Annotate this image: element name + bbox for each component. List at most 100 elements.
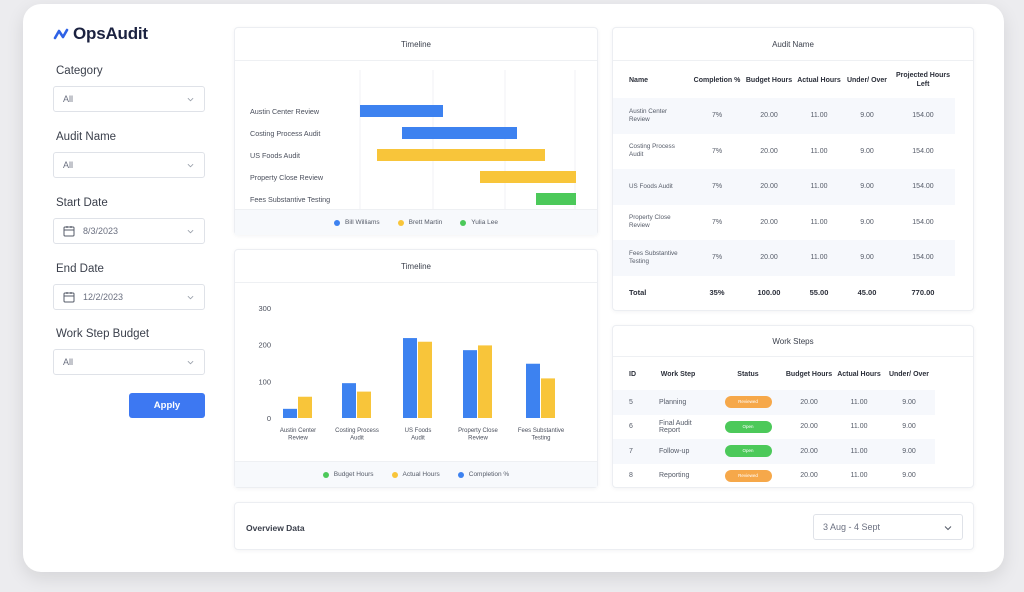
column-header-under-over[interactable]: Under/ Over — [888, 370, 930, 378]
legend-label: Actual Hours — [402, 471, 440, 478]
audit-table-card: Audit Name Name Completion % Budget Hours A… — [612, 27, 974, 311]
column-header-projected-hours-left[interactable]: Projected Hours Left — [895, 72, 951, 88]
table-row[interactable]: Fees Substantive Testing 7% 20.00 11.00 9.00… — [613, 240, 955, 276]
cell-projected-hours-left: 154.00 — [912, 254, 934, 262]
start-date-label: Start Date — [56, 197, 108, 209]
bar-completion-austin-center-review — [283, 408, 297, 418]
chevron-down-icon — [187, 229, 194, 234]
work-step-row[interactable]: 5 Planning Reviewed 20.00 11.00 9.00 — [613, 390, 935, 415]
table-row[interactable]: US Foods Audit 7% 20.00 11.00 9.00 154.00 — [613, 169, 955, 205]
work-step-cell: Follow-up — [659, 447, 690, 455]
column-header-budget-hours[interactable]: Budget Hours — [785, 370, 833, 378]
audit-table-title: Audit Name — [613, 28, 973, 61]
gantt-bar-property-close-review — [480, 171, 576, 183]
column-header-completion[interactable]: Completion % — [693, 76, 741, 84]
cell-budget-hours: 20.00 — [760, 147, 778, 155]
chevron-down-icon — [187, 360, 194, 365]
work-step-row[interactable]: 7 Follow-up Open 20.00 11.00 9.00 — [613, 439, 935, 464]
audit-name-select[interactable]: All — [53, 152, 205, 178]
cell-actual-hours: 11.00 — [810, 218, 828, 226]
gantt-title: Timeline — [235, 28, 597, 61]
table-row[interactable]: Property Close Review 7% 20.00 11.00 9.00 154… — [613, 205, 955, 241]
column-header-id[interactable]: ID — [629, 370, 636, 378]
gantt-legend-item: Brett Martin — [397, 219, 442, 226]
cell-under-over: 9.00 — [860, 254, 874, 262]
bar-completion-property-close-review — [463, 350, 477, 418]
logo: OpsAudit — [53, 24, 148, 44]
legend-swatch — [397, 219, 404, 226]
bar-chart-legend-item: Actual Hours — [391, 471, 440, 478]
audit-name-cell: Property Close Review — [629, 214, 671, 230]
actual-cell: 11.00 — [850, 423, 868, 431]
column-header-name[interactable]: Name — [629, 76, 649, 84]
logo-icon — [53, 28, 69, 40]
column-header-status[interactable]: Status — [737, 370, 759, 378]
table-row[interactable]: Costing Process Audit 7% 20.00 11.00 9.00 154… — [613, 134, 955, 170]
apply-button[interactable]: Apply — [129, 393, 205, 418]
budget-cell: 20.00 — [800, 447, 818, 455]
status-cell: Open — [713, 439, 783, 464]
start-date-picker[interactable]: 8/3/2023 — [53, 218, 205, 244]
gantt-chart: Aug 17Sept 17Oct 17Nov 17Austin Center R… — [250, 70, 584, 225]
bar-actual-hours-austin-center-review — [298, 396, 312, 418]
work-step-budget-select[interactable]: All — [53, 349, 205, 375]
cell-under-over: 9.00 — [860, 147, 874, 155]
y-tick-label: 100 — [258, 377, 271, 386]
x-tick-label: Fees Substantive Testing — [518, 428, 565, 442]
bar-chart-legend: Budget Hours Actual Hours Completion % — [235, 461, 597, 487]
bar-chart-legend-item: Budget Hours — [322, 471, 374, 478]
total-completion: 35% — [709, 288, 725, 297]
cell-completion: 7% — [711, 254, 723, 262]
app-name: OpsAudit — [73, 24, 148, 43]
table-row[interactable]: Austin Center Review 7% 20.00 11.00 9.00 154.… — [613, 98, 955, 134]
cell-projected-hours-left: 154.00 — [912, 183, 934, 191]
work-step-row[interactable]: 6 Final Audit Report Open 20.00 11.00 9.00 — [613, 415, 935, 440]
legend-swatch — [333, 219, 340, 226]
total-actual-hours: 55.00 — [809, 288, 829, 297]
date-range-value: 3 Aug - 4 Sept — [823, 522, 881, 532]
category-select[interactable]: All — [53, 86, 205, 112]
work-step-budget-label: Work Step Budget — [56, 328, 150, 340]
audit-name-cell: Costing Process Audit — [629, 143, 675, 159]
end-date-picker[interactable]: 12/2/2023 — [53, 284, 205, 310]
total-budget-hours: 100.00 — [757, 288, 781, 297]
legend-label: Completion % — [468, 471, 510, 478]
actual-cell: 11.00 — [850, 472, 868, 480]
id-cell: 7 — [629, 447, 633, 455]
column-header-actual-hours[interactable]: Actual Hours — [837, 370, 881, 378]
legend-label: Budget Hours — [333, 471, 374, 478]
bar-chart-card: Timeline 0 100 200 300 Austin Center Review Co… — [234, 249, 598, 488]
total-row: Total 35% 100.00 55.00 45.00 770.00 — [613, 276, 955, 310]
status-badge: Reviewed — [724, 396, 772, 409]
cell-actual-hours: 11.00 — [810, 112, 828, 120]
work-step-row[interactable]: 8 Reporting Reviewed 20.00 11.00 9.00 — [613, 464, 935, 489]
cell-budget-hours: 20.00 — [760, 218, 778, 226]
column-header-budget-hours[interactable]: Budget Hours — [745, 76, 793, 84]
audit-name-label: Audit Name — [56, 131, 117, 143]
gantt-bar-fees-substantive-testing — [536, 193, 576, 205]
status-badge: Reviewed — [724, 469, 772, 482]
date-range-select[interactable]: 3 Aug - 4 Sept — [813, 514, 963, 540]
work-steps-table: ID Work Step Status Budget Hours Actual Hour… — [613, 358, 935, 488]
cell-projected-hours-left: 154.00 — [912, 112, 934, 120]
overview-card: Overview Data 3 Aug - 4 Sept — [234, 502, 974, 550]
end-date-value: 12/2/2023 — [83, 292, 124, 302]
gantt-legend: Bill Williams Brett Martin Yulia Lee — [235, 209, 597, 235]
legend-label: Bill Williams — [344, 219, 380, 226]
cell-completion: 7% — [711, 183, 723, 191]
audit-name-cell: US Foods Audit — [629, 182, 673, 190]
status-badge: Open — [724, 445, 772, 458]
column-header-actual-hours[interactable]: Actual Hours — [797, 76, 841, 84]
chevron-down-icon — [187, 163, 194, 168]
category-label: Category — [56, 65, 103, 77]
column-header-under-over[interactable]: Under/ Over — [846, 76, 888, 84]
column-header-work-step[interactable]: Work Step — [660, 370, 696, 378]
audit-name-cell: Fees Substantive Testing — [629, 249, 678, 265]
bar-chart: 0 100 200 300 Austin Center Review Costing Pro… — [258, 304, 565, 442]
cell-actual-hours: 11.00 — [810, 183, 828, 191]
gantt-card: Timeline Aug 17Sept 17Oct 17Nov 17Austin… — [234, 27, 598, 235]
bar-chart-legend-item: Completion % — [457, 471, 510, 478]
legend-swatch — [457, 471, 464, 478]
gantt-bar-us-foods-audit — [377, 149, 545, 161]
cell-projected-hours-left: 154.00 — [912, 218, 934, 226]
